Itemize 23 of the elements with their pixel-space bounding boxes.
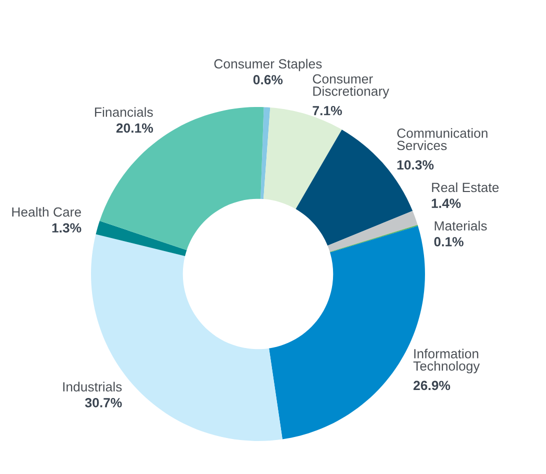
- donut-slice: [263, 107, 342, 210]
- slice-label: Health Care: [12, 207, 81, 217]
- data-label: 26.9%: [414, 380, 450, 390]
- data-label: 7.1%: [312, 106, 342, 116]
- donut-slice: [328, 210, 418, 252]
- slice-label: Consumer Staples: [214, 58, 322, 72]
- data-label: 0.6%: [253, 75, 283, 84]
- data-label: 1.3%: [52, 223, 82, 233]
- slice-label: Materials: [434, 220, 487, 231]
- data-label: 10.3%: [397, 160, 434, 170]
- donut-slice: [330, 224, 418, 252]
- slice-label: Communication Services: [397, 128, 488, 150]
- donut-slice: [260, 107, 270, 200]
- data-label: 20.1%: [116, 123, 153, 133]
- slice-label: Information Technology: [413, 348, 480, 374]
- data-label: 0.1%: [434, 237, 464, 246]
- slice-label: Consumer Discretionary: [312, 74, 390, 98]
- slice-label: Real Estate: [432, 182, 499, 192]
- donut-slice: [96, 220, 187, 256]
- slice-label: Industrials: [63, 382, 122, 392]
- slice-label: Financials: [95, 107, 153, 117]
- data-label: 30.7%: [85, 398, 122, 408]
- data-label: 1.4%: [432, 198, 461, 208]
